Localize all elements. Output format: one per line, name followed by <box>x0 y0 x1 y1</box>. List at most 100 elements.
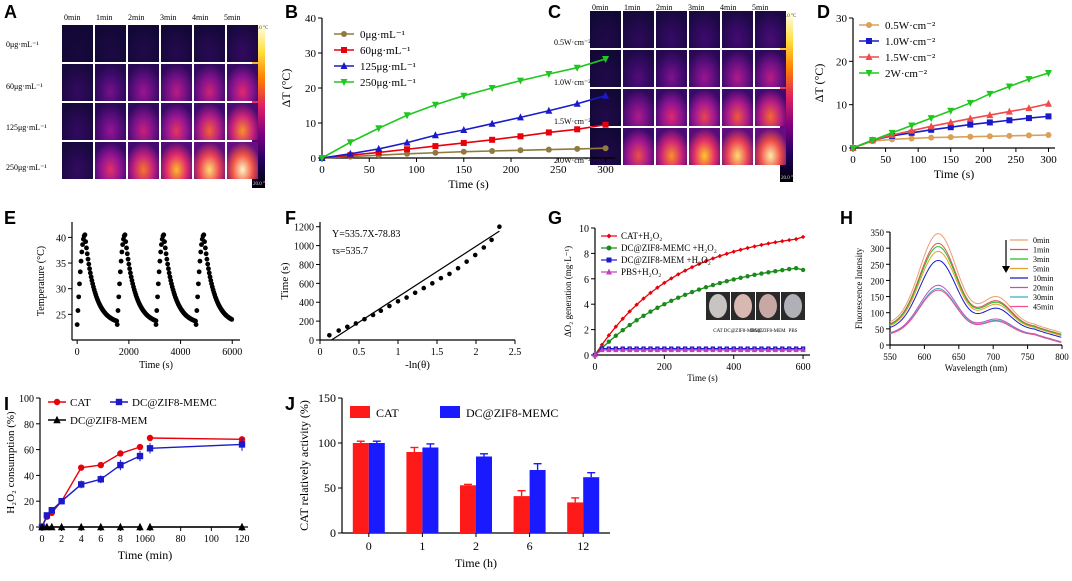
data-point <box>78 481 85 488</box>
data-point <box>703 346 709 353</box>
data-point <box>375 144 383 152</box>
data-point <box>545 146 552 153</box>
data-point <box>196 269 202 275</box>
data-point <box>117 450 124 457</box>
data-point <box>155 281 161 287</box>
data-point <box>793 236 799 242</box>
y-tick-label: 2 <box>584 326 589 337</box>
data-point <box>633 346 640 353</box>
data-point <box>647 346 654 353</box>
data-point <box>114 322 120 328</box>
data-point <box>204 256 210 262</box>
data-point <box>166 270 172 276</box>
data-point <box>1045 113 1052 120</box>
panel-label-c: C <box>548 2 561 22</box>
y-axis-label: Fluorescence Intensity <box>854 247 864 329</box>
data-point <box>115 308 121 313</box>
data-point <box>460 148 467 155</box>
c-thermal-cell <box>689 50 720 87</box>
data-point <box>1045 132 1052 138</box>
a-thermal-cell <box>62 142 93 179</box>
y-tick-label: 0 <box>584 351 589 362</box>
data-point <box>661 346 668 353</box>
y-tick-label: 30 <box>836 13 848 25</box>
a-thermal-cell <box>227 25 258 62</box>
x-tick-label: 2000 <box>119 347 139 358</box>
legend-marker <box>606 245 612 251</box>
data-point <box>1025 104 1033 112</box>
legend-marker <box>866 38 872 44</box>
data-point <box>986 90 994 98</box>
inset-label: DC@ZIF8-MEM <box>750 329 786 334</box>
legend-label: 250μg·mL⁻¹ <box>360 77 416 89</box>
data-point <box>158 249 164 255</box>
data-point <box>77 281 82 287</box>
data-point <box>793 346 799 353</box>
data-point <box>613 346 619 353</box>
data-point <box>786 346 792 353</box>
data-point <box>602 145 609 152</box>
fit-line <box>331 230 500 341</box>
data-point <box>928 134 935 141</box>
data-point <box>238 441 246 448</box>
x-tick-label: 100 <box>204 534 219 545</box>
data-point <box>620 316 625 321</box>
c-thermal-cell <box>623 11 654 48</box>
data-point <box>346 149 354 157</box>
data-point <box>198 249 204 255</box>
y-tick-label: 200 <box>299 317 314 328</box>
data-point <box>640 346 647 353</box>
series-line <box>149 443 243 450</box>
legend-swatch <box>440 406 460 418</box>
a-thermal-cell <box>62 64 93 101</box>
data-point <box>124 251 130 257</box>
y-tick-label: 0 <box>330 526 336 540</box>
data-point <box>602 55 610 63</box>
data-point <box>689 289 695 295</box>
data-point <box>606 339 612 344</box>
data-point <box>1006 132 1013 139</box>
data-point <box>159 242 164 248</box>
data-point <box>947 107 955 115</box>
a-thermal-cell <box>161 142 192 179</box>
col-label: 3min <box>688 3 705 12</box>
data-point <box>430 281 435 286</box>
col-label: 0min <box>592 3 609 12</box>
x-axis-label: Time (s) <box>687 373 717 383</box>
series-line <box>889 289 1062 343</box>
data-point <box>966 114 974 122</box>
c-thermal-cell <box>623 128 654 165</box>
bar <box>567 502 584 533</box>
data-point <box>606 346 612 353</box>
x-tick-label: 550 <box>883 352 897 362</box>
data-point <box>229 316 235 322</box>
data-point <box>48 522 56 531</box>
data-point <box>1006 117 1013 124</box>
legend-label: 0min <box>1033 236 1049 245</box>
data-point <box>154 308 160 313</box>
data-point <box>146 445 154 452</box>
data-point <box>97 522 105 531</box>
data-point <box>655 285 660 290</box>
x-tick-label: 150 <box>942 154 959 166</box>
data-point <box>488 119 496 127</box>
data-point <box>489 148 496 154</box>
data-point <box>655 305 660 310</box>
c-thermal-cell <box>656 11 687 48</box>
legend-marker <box>865 70 873 77</box>
bar <box>529 470 546 533</box>
data-point <box>77 522 85 531</box>
data-point <box>58 498 65 505</box>
data-point <box>78 258 84 264</box>
data-point <box>404 295 409 300</box>
c-thermal-cell <box>722 89 753 126</box>
data-point <box>641 296 646 301</box>
row-label: 125μg·mL⁻¹ <box>6 123 47 132</box>
data-point <box>928 126 935 133</box>
bar <box>583 477 600 533</box>
data-point <box>888 129 896 137</box>
c-thermal-cell <box>722 128 753 165</box>
x-tick-label: 0 <box>850 154 856 166</box>
data-point <box>117 461 124 469</box>
